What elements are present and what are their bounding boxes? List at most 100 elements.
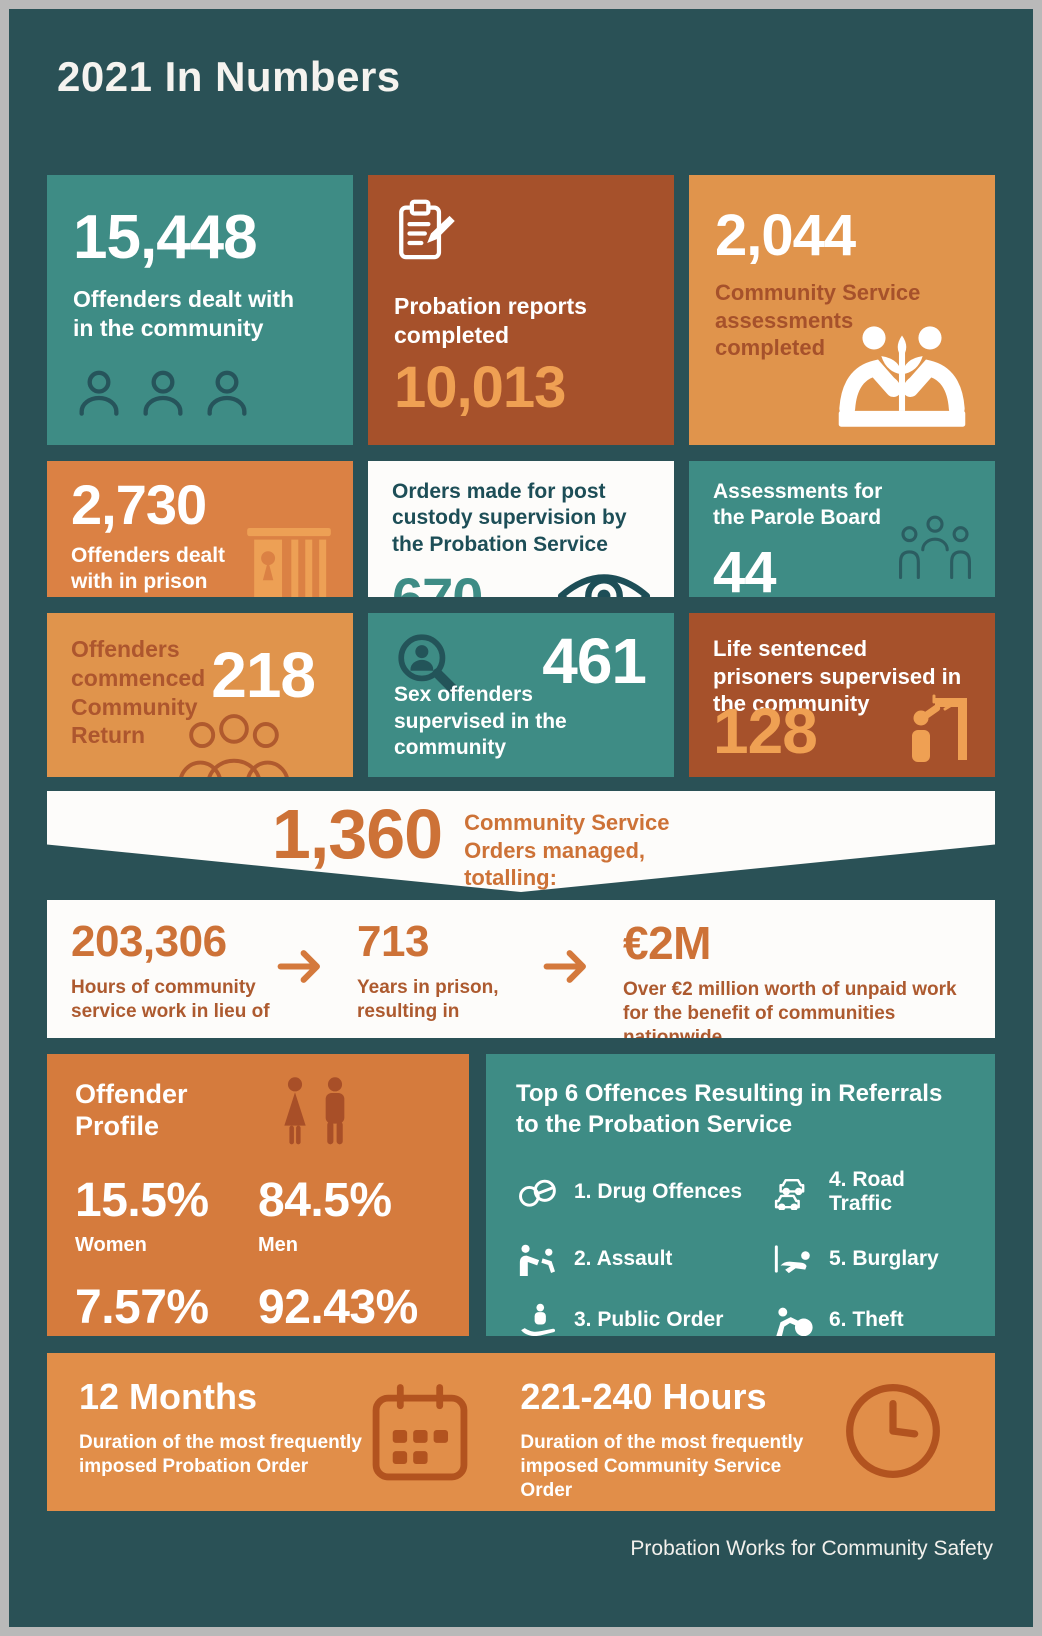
eye-icon [556,566,652,597]
arrow-right-icon [277,947,323,991]
totals-years: 713 Years in prison, resulting in [357,920,537,1024]
worth-value: €2M [623,917,711,969]
stats-row-1: 15,448 Offenders dealt with in the commu… [47,175,995,445]
offender-profile-title: Offender Profile [75,1079,188,1142]
board-people-icon [895,513,975,587]
stat-over19: 92.43% Over 19 years of age [258,1280,441,1336]
people-group-icon [175,713,293,777]
women-label: Women [75,1233,147,1256]
stat-men: 84.5% Men [258,1173,441,1258]
life-sentenced-label: Life sentenced prisoners supervised in t… [713,636,962,716]
men-label: Men [258,1233,298,1256]
prison-value: 2,730 [71,473,207,536]
card-post-custody: Orders made for post custody supervision… [368,461,674,597]
card-top-offences: Top 6 Offences Resulting in Referrals to… [486,1054,995,1336]
prison-bars-icon [247,528,331,597]
man-icon [319,1076,351,1151]
parole-value: 44 [713,539,777,597]
life-sentenced-value: 128 [713,695,818,767]
cso-duration-label: Duration of the most frequently imposed … [520,1432,804,1501]
calendar-icon [370,1383,470,1488]
cso-duration-value: 221-240 Hours [520,1376,767,1417]
woman-icon [279,1076,311,1151]
cso-duration: 221-240 Hours Duration of the most frequ… [520,1379,841,1502]
reports-label: Probation reports completed [394,293,587,348]
card-probation-reports: Probation reports completed 10,013 [368,175,674,445]
offence-burglary: 5. Burglary [771,1242,965,1276]
offence-road-traffic: 4. Road Traffic [771,1168,965,1216]
card-parole-board: Assessments for the Parole Board 44 [689,461,995,597]
years-label: Years in prison, resulting in [357,977,499,1022]
women-value: 15.5% [75,1173,209,1227]
offence-label: 3. Public Order [574,1308,724,1332]
totals-worth: €2M Over €2 million worth of unpaid work… [623,920,963,1038]
magnifier-person-icon [394,631,460,702]
stat-under18: 7.57% Less than or equal to 18 years of … [75,1280,258,1336]
pills-icon [516,1176,560,1208]
card-offenders-community: 15,448 Offenders dealt with in the commu… [47,175,353,445]
offence-label: 4. Road Traffic [829,1168,905,1216]
theft-icon [771,1303,815,1336]
offence-public-order: 3. Public Order [516,1302,771,1336]
community-value: 15,448 [73,203,258,272]
door-knock-icon [909,692,971,767]
card-offenders-prison: 2,730 Offenders dealt with in prison [47,461,353,597]
reports-value: 10,013 [394,355,566,420]
sex-offenders-value: 461 [542,625,647,697]
stats-row-2: 2,730 Offenders dealt with in prison Ord… [47,461,995,597]
offence-label: 5. Burglary [829,1247,939,1271]
tree-planting-icon [829,316,975,433]
card-sex-offenders: 461 Sex offenders supervised in the comm… [368,613,674,777]
profile-offences-row: Offender Profile 15.5% Women [47,1054,995,1336]
profile-stats: 15.5% Women 84.5% Men 7.57% Less than or… [75,1173,441,1336]
clock-icon [841,1379,945,1488]
offence-label: 6. Theft [829,1308,904,1332]
cs-assessments-label: Community Service assessments completed [715,280,921,360]
gender-icons [279,1076,351,1151]
offence-label: 2. Assault [574,1247,673,1271]
men-value: 84.5% [258,1173,392,1227]
road-traffic-icon [771,1174,815,1211]
offence-drug: 1. Drug Offences [516,1168,771,1216]
card-life-sentenced: Life sentenced prisoners supervised in t… [689,613,995,777]
hours-value: 203,306 [71,917,227,966]
stats-row-3: Offenders commenced Community Return 218 [47,613,995,777]
assault-icon [516,1242,560,1277]
offence-list: 1. Drug Offences 4. Road Traffic 2. Assa… [516,1168,965,1336]
card-community-return: Offenders commenced Community Return 218 [47,613,353,777]
arrow-right-icon [543,947,589,991]
offence-label: 1. Drug Offences [574,1180,743,1204]
burglary-icon [771,1242,815,1276]
offence-theft: 6. Theft [771,1302,965,1336]
card-cs-assessments: 2,044 Community Service assessments comp… [689,175,995,445]
post-custody-value: 670 [392,570,483,597]
community-label: Offenders dealt with in the community [73,286,295,341]
over19-value: 92.43% [258,1280,418,1334]
parole-label: Assessments for the Parole Board [713,480,883,530]
totals-hours: 203,306 Hours of community service work … [71,920,271,1024]
community-return-value: 218 [211,639,316,711]
cso-totals-card: 203,306 Hours of community service work … [47,900,995,1038]
cso-banner-value: 1,360 [271,795,443,873]
clipboard-pencil-icon [394,197,648,268]
top-offences-title: Top 6 Offences Resulting in Referrals to… [516,1080,943,1139]
page-title: 2021 In Numbers [57,53,401,100]
probation-duration-label: Duration of the most frequently imposed … [79,1432,362,1477]
sex-offenders-label: Sex offenders supervised in the communit… [394,683,567,759]
under18-value: 7.57% [75,1280,209,1334]
probation-duration-value: 12 Months [79,1376,258,1417]
worth-label: Over €2 million worth of unpaid work for… [623,979,957,1038]
years-value: 713 [357,917,429,966]
public-order-icon [516,1302,560,1336]
community-return-label: Offenders commenced Community Return [71,636,206,749]
probation-duration: 12 Months Duration of the most frequentl… [79,1379,370,1479]
offence-assault: 2. Assault [516,1242,771,1277]
prison-label: Offenders dealt with in prison [71,544,226,594]
card-offender-profile: Offender Profile 15.5% Women [47,1054,469,1336]
post-custody-label: Orders made for post custody supervision… [392,480,627,556]
card-durations: 12 Months Duration of the most frequentl… [47,1353,995,1511]
cs-assessments-value: 2,044 [715,203,856,268]
cso-banner: 1,360 Community Service Orders managed, … [47,791,995,892]
hours-label: Hours of community service work in lieu … [71,977,270,1022]
